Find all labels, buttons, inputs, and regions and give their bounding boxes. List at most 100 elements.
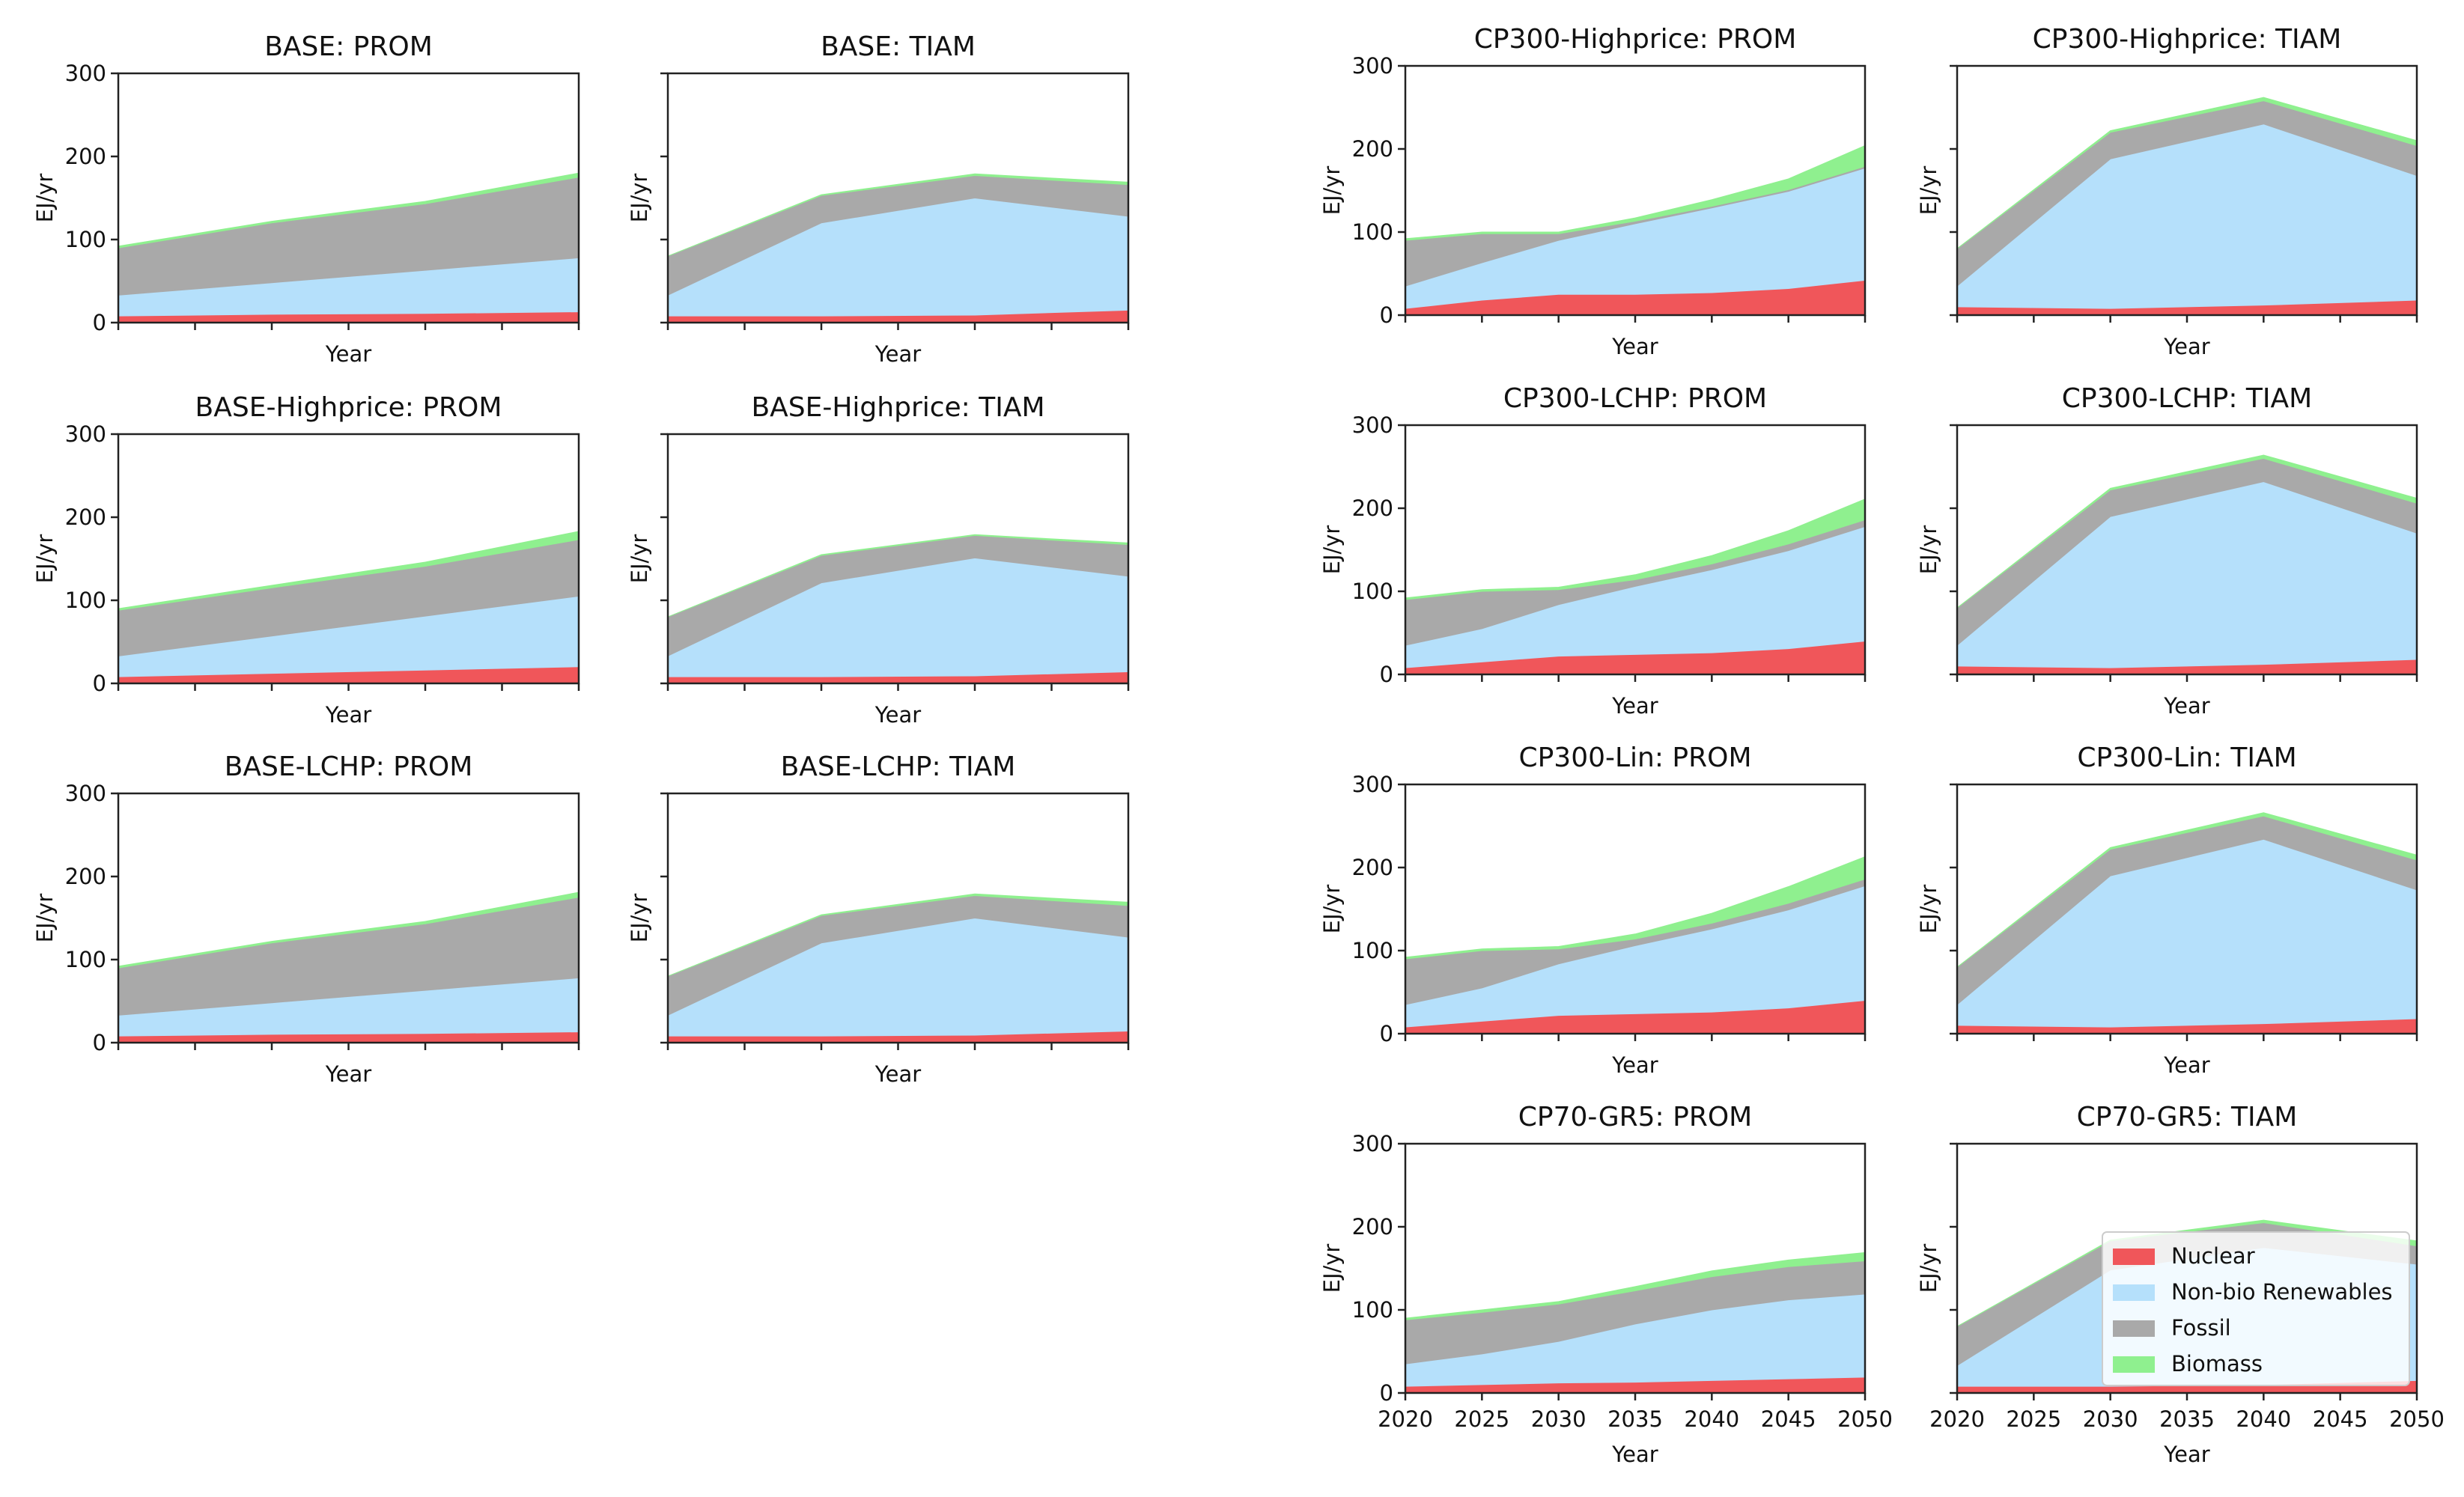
y-tick-label: 300 <box>65 421 106 447</box>
y-tick-label: 300 <box>1352 412 1393 438</box>
x-axis-label: Year <box>874 702 921 728</box>
y-axis-label: EJ/yr <box>1319 525 1345 575</box>
legend-label-biomass: Biomass <box>2171 1351 2263 1376</box>
y-tick-label: 300 <box>1352 1131 1393 1156</box>
y-axis-label: EJ/yr <box>1916 885 1941 934</box>
panel-title: BASE-LCHP: TIAM <box>781 751 1016 782</box>
panel-title: CP300-Highprice: PROM <box>1474 24 1797 55</box>
y-tick-label: 100 <box>1352 219 1393 245</box>
panel-cp300-lin-prom: 0 100 200 300 CP300-Lin: PROM Year EJ/yr <box>1319 743 1867 1078</box>
y-axis-label: EJ/yr <box>32 894 58 943</box>
y-tick-label: 0 <box>1380 1021 1393 1046</box>
y-tick-label: 100 <box>1352 938 1393 963</box>
panel-cp300-lin-tiam: CP300-Lin: TIAM Year EJ/yr <box>1916 743 2418 1078</box>
y-tick-label: 300 <box>1352 53 1393 79</box>
y-tick-label: 200 <box>65 864 106 889</box>
y-axis-label: EJ/yr <box>1916 525 1941 575</box>
panel-title: BASE-LCHP: PROM <box>225 751 473 782</box>
x-tick-label: 2020 <box>1378 1406 1433 1432</box>
panel-cp300-highprice-prom: 0 100 200 300 CP300-Highprice: PROM Year EJ/yr <box>1319 24 1867 359</box>
panel-title: CP300-Lin: TIAM <box>2077 743 2296 773</box>
panel-cp300-lchp-prom: 0 100 200 300 CP300-LCHP: PROM Year EJ/yr <box>1319 383 1867 719</box>
y-tick-label: 100 <box>1352 579 1393 604</box>
panel-cp70-gr5-tiam: 2020 2025 2030 2035 2040 2045 2050 CP70-GR5: TI… <box>1916 1102 2445 1467</box>
y-tick-label: 200 <box>1352 136 1393 162</box>
legend: Nuclear Non-bio Renewables Fossil Biomass <box>2102 1231 2410 1386</box>
y-axis-label: EJ/yr <box>627 894 652 943</box>
x-tick-label: 2020 <box>1929 1406 1985 1432</box>
legend-label-nuclear: Nuclear <box>2171 1243 2255 1269</box>
legend-swatch-non-bio-renewables <box>2113 1284 2155 1301</box>
x-axis-label: Year <box>325 341 371 367</box>
y-tick-label: 0 <box>1380 662 1393 687</box>
x-axis-label: Year <box>1611 1442 1658 1467</box>
y-tick-label: 0 <box>1380 1380 1393 1406</box>
legend-label-non-bio-renewables: Non-bio Renewables <box>2171 1279 2393 1305</box>
x-tick-label: 2040 <box>2236 1406 2291 1432</box>
y-tick-label: 100 <box>65 588 106 613</box>
x-axis-label: Year <box>2163 1052 2209 1078</box>
y-axis-label: EJ/yr <box>32 534 58 584</box>
y-axis-label: EJ/yr <box>627 534 652 584</box>
legend-label-fossil: Fossil <box>2171 1315 2231 1341</box>
y-tick-label: 0 <box>93 671 106 696</box>
x-tick-label: 2050 <box>2389 1406 2445 1432</box>
y-axis-label: EJ/yr <box>1916 166 1941 216</box>
panel-cp70-gr5-prom: 0 100 200 300 2020 2025 2030 2035 2040 2045 2050 CP… <box>1319 1102 1893 1467</box>
y-axis-label: EJ/yr <box>1319 166 1345 216</box>
y-tick-label: 300 <box>65 61 106 86</box>
panel-title: CP300-LCHP: TIAM <box>2062 383 2312 414</box>
panel-title: BASE-Highprice: PROM <box>195 392 502 423</box>
x-axis-label: Year <box>2163 693 2209 719</box>
y-tick-label: 100 <box>1352 1297 1393 1323</box>
legend-box <box>2102 1231 2410 1386</box>
panel-title: CP300-Highprice: TIAM <box>2033 24 2342 55</box>
x-axis-label: Year <box>325 1061 371 1087</box>
legend-swatch-fossil <box>2113 1320 2155 1337</box>
panel-base-prom: 0 100 200 300 BASE: PROM Year EJ/yr <box>32 31 580 367</box>
panel-base-highprice-prom: 0 100 200 300 BASE-Highprice: PROM Year EJ/yr <box>32 392 580 728</box>
panel-cp300-highprice-tiam: CP300-Highprice: TIAM Year EJ/yr <box>1916 24 2418 359</box>
panel-title: BASE: PROM <box>264 31 433 62</box>
x-tick-label: 2035 <box>1607 1406 1663 1432</box>
panel-title: CP300-LCHP: PROM <box>1503 383 1767 414</box>
y-axis-label: EJ/yr <box>1319 1244 1345 1293</box>
x-axis-label: Year <box>1611 693 1658 719</box>
x-tick-label: 2045 <box>2313 1406 2368 1432</box>
y-axis-label: EJ/yr <box>1319 885 1345 934</box>
x-axis-label: Year <box>874 1061 921 1087</box>
panel-base-highprice-tiam: BASE-Highprice: TIAM Year EJ/yr <box>627 392 1130 728</box>
x-tick-label: 2035 <box>2159 1406 2215 1432</box>
y-tick-label: 100 <box>65 227 106 252</box>
y-tick-label: 200 <box>1352 496 1393 521</box>
panel-base-tiam: BASE: TIAM Year EJ/yr <box>627 31 1130 367</box>
x-axis-label: Year <box>1611 334 1658 359</box>
y-tick-label: 200 <box>65 144 106 169</box>
y-axis-label: EJ/yr <box>627 174 652 223</box>
y-axis-label: EJ/yr <box>32 174 58 223</box>
y-tick-label: 0 <box>1380 302 1393 328</box>
y-axis-label: EJ/yr <box>1916 1244 1941 1293</box>
x-tick-label: 2045 <box>1761 1406 1816 1432</box>
panel-title: CP70-GR5: TIAM <box>2077 1102 2298 1132</box>
y-tick-label: 200 <box>1352 855 1393 880</box>
x-axis-label: Year <box>2163 1442 2209 1467</box>
x-tick-label: 2025 <box>2006 1406 2061 1432</box>
x-axis-label: Year <box>874 341 921 367</box>
x-tick-label: 2030 <box>1531 1406 1587 1432</box>
y-tick-label: 0 <box>93 1030 106 1055</box>
panel-cp300-lchp-tiam: CP300-LCHP: TIAM Year EJ/yr <box>1916 383 2418 719</box>
y-tick-label: 200 <box>65 504 106 530</box>
x-axis-label: Year <box>325 702 371 728</box>
x-tick-label: 2050 <box>1837 1406 1893 1432</box>
x-tick-label: 2030 <box>2083 1406 2138 1432</box>
x-tick-label: 2040 <box>1684 1406 1739 1432</box>
x-axis-label: Year <box>1611 1052 1658 1078</box>
y-tick-label: 300 <box>65 781 106 806</box>
panel-base-lchp-tiam: BASE-LCHP: TIAM Year EJ/yr <box>627 751 1130 1087</box>
y-tick-label: 300 <box>1352 772 1393 797</box>
y-tick-label: 200 <box>1352 1214 1393 1240</box>
panel-title: CP300-Lin: PROM <box>1518 743 1751 773</box>
panel-base-lchp-prom: 0 100 200 300 BASE-LCHP: PROM Year EJ/yr <box>32 751 580 1087</box>
y-tick-label: 0 <box>93 310 106 335</box>
